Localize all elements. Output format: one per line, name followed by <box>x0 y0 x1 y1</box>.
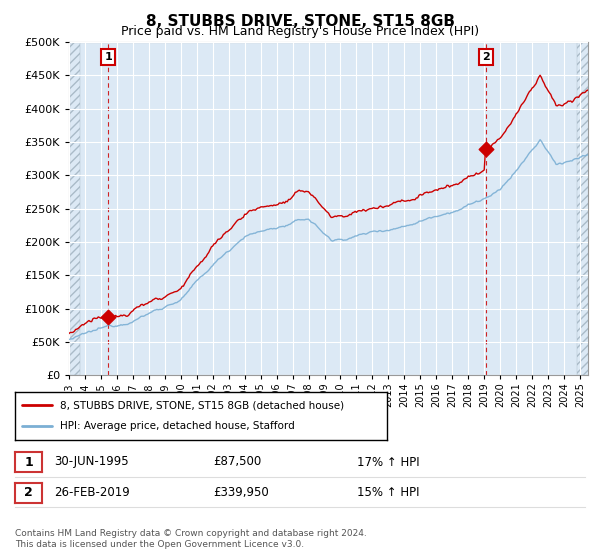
Text: 8, STUBBS DRIVE, STONE, ST15 8GB (detached house): 8, STUBBS DRIVE, STONE, ST15 8GB (detach… <box>59 400 344 410</box>
Text: 2: 2 <box>482 52 490 62</box>
Bar <box>69 42 80 375</box>
Text: 8, STUBBS DRIVE, STONE, ST15 8GB: 8, STUBBS DRIVE, STONE, ST15 8GB <box>146 14 455 29</box>
Text: 2: 2 <box>24 486 33 500</box>
Text: 17% ↑ HPI: 17% ↑ HPI <box>357 455 419 469</box>
Text: Price paid vs. HM Land Registry's House Price Index (HPI): Price paid vs. HM Land Registry's House … <box>121 25 479 38</box>
Text: 15% ↑ HPI: 15% ↑ HPI <box>357 486 419 500</box>
Text: HPI: Average price, detached house, Stafford: HPI: Average price, detached house, Staf… <box>59 421 295 431</box>
Text: £87,500: £87,500 <box>213 455 261 469</box>
Text: Contains HM Land Registry data © Crown copyright and database right 2024.
This d: Contains HM Land Registry data © Crown c… <box>15 529 367 549</box>
Text: £339,950: £339,950 <box>213 486 269 500</box>
Text: 30-JUN-1995: 30-JUN-1995 <box>54 455 128 469</box>
Bar <box>577 42 593 375</box>
Point <box>103 312 113 321</box>
Point <box>481 144 491 153</box>
Text: 26-FEB-2019: 26-FEB-2019 <box>54 486 130 500</box>
Text: 1: 1 <box>104 52 112 62</box>
Text: 1: 1 <box>24 455 33 469</box>
